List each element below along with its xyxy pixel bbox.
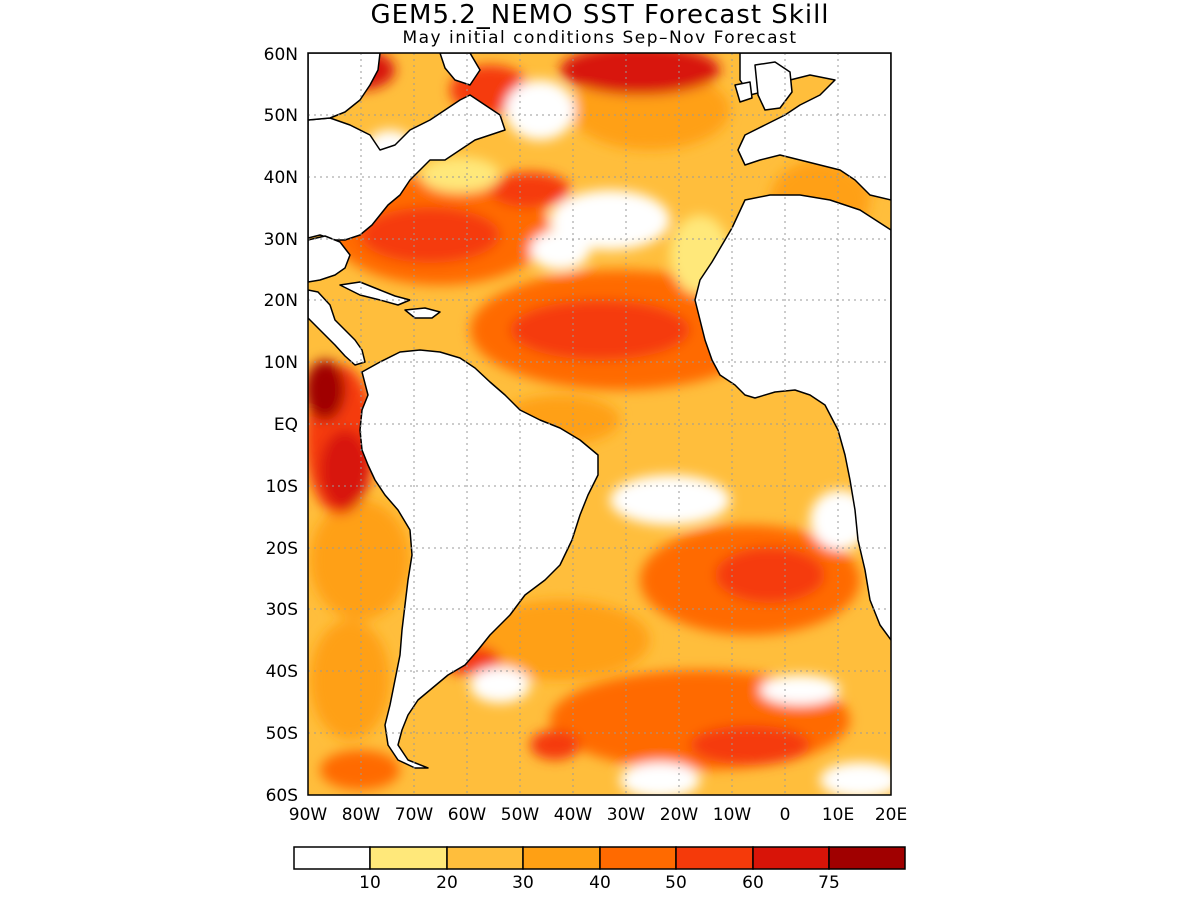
uk-land bbox=[754, 61, 793, 111]
lat-label: 10S bbox=[266, 477, 298, 497]
north-america-land bbox=[308, 94, 506, 241]
africa-land bbox=[694, 194, 891, 641]
lat-label: 60N bbox=[264, 45, 298, 65]
lat-label: 50S bbox=[266, 724, 298, 744]
lon-label: 70W bbox=[395, 805, 434, 825]
lat-label: 10N bbox=[264, 353, 298, 373]
lat-label: 50N bbox=[264, 106, 298, 126]
colorbar-bin bbox=[828, 846, 906, 870]
lon-label: 20E bbox=[875, 805, 907, 825]
latitude-labels: 60N 50N 40N 30N 20N 10N EQ 10S 20S 30S 4… bbox=[264, 45, 298, 806]
lon-label: 30W bbox=[607, 805, 646, 825]
lat-label: 20N bbox=[264, 291, 298, 311]
hispaniola-land bbox=[404, 307, 441, 319]
colorbar-bin bbox=[369, 846, 448, 870]
lat-label: 60S bbox=[266, 786, 298, 806]
lon-label: 10W bbox=[713, 805, 752, 825]
labrador-land bbox=[308, 53, 381, 121]
colorbar-bin bbox=[293, 846, 371, 870]
chart-subtitle: May initial conditions Sep–Nov Forecast bbox=[402, 28, 798, 48]
colorbar-label: 20 bbox=[436, 873, 458, 893]
colorbar-bin bbox=[522, 846, 601, 870]
lat-label: 30N bbox=[264, 230, 298, 250]
colorbar-label: 60 bbox=[742, 873, 764, 893]
colorbar-bin bbox=[752, 846, 830, 870]
central-america-land bbox=[308, 289, 366, 366]
colorbar-label: 50 bbox=[665, 873, 687, 893]
ireland-land bbox=[734, 81, 753, 103]
chart-title: GEM5.2_NEMO SST Forecast Skill bbox=[370, 0, 830, 30]
grid-lines bbox=[308, 53, 891, 795]
gulf-coast-land bbox=[308, 235, 351, 283]
lon-label: 60W bbox=[448, 805, 487, 825]
lon-label: 10E bbox=[822, 805, 854, 825]
greenland-land bbox=[439, 53, 481, 86]
lat-label: 30S bbox=[266, 600, 298, 620]
lon-label: 90W bbox=[289, 805, 328, 825]
lat-label: 40N bbox=[264, 168, 298, 188]
lon-label: 40W bbox=[554, 805, 593, 825]
colorbar-label: 40 bbox=[589, 873, 611, 893]
lat-label: EQ bbox=[274, 415, 298, 435]
land-masses bbox=[308, 53, 891, 769]
longitude-labels: 90W 80W 70W 60W 50W 40W 30W 20W 10W 0 10… bbox=[289, 805, 907, 825]
lon-label: 80W bbox=[342, 805, 381, 825]
colorbar-bin bbox=[675, 846, 754, 870]
lon-label: 50W bbox=[501, 805, 540, 825]
colorbar-bin bbox=[446, 846, 524, 870]
colorbar-label: 30 bbox=[512, 873, 534, 893]
south-america-land bbox=[359, 349, 599, 769]
colorbar-label: 75 bbox=[818, 873, 840, 893]
lat-label: 20S bbox=[266, 539, 298, 559]
colorbar-bin bbox=[599, 846, 677, 870]
plot-frame bbox=[307, 52, 892, 796]
lat-label: 40S bbox=[266, 662, 298, 682]
colorbar: 10 20 30 40 50 60 75 bbox=[293, 846, 906, 893]
lon-label: 0 bbox=[780, 805, 791, 825]
lon-label: 20W bbox=[660, 805, 699, 825]
colorbar-label: 10 bbox=[359, 873, 381, 893]
